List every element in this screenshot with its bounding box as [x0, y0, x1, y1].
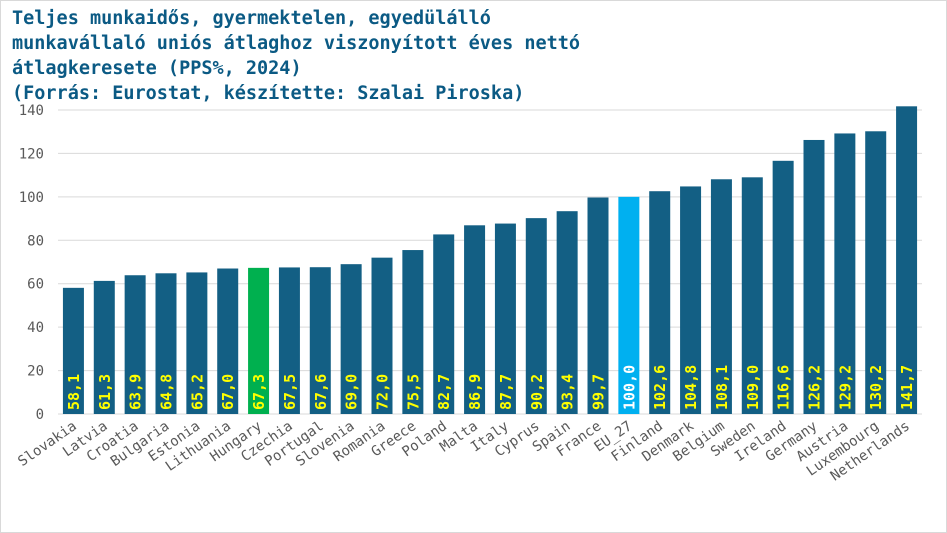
data-label: 108,1 [713, 365, 731, 410]
data-label: 102,6 [651, 365, 669, 410]
data-label: 141,7 [898, 365, 916, 410]
data-label: 109,0 [744, 365, 762, 410]
data-label: 61,3 [96, 374, 114, 410]
bar-germany [803, 139, 825, 415]
bar-estonia [186, 272, 208, 414]
bar-poland [433, 234, 455, 414]
bar-sweden [741, 177, 763, 414]
data-label: 99,7 [590, 374, 608, 410]
bar-france [587, 197, 609, 414]
data-label: 82,7 [435, 374, 453, 410]
bar-eu-27 [618, 196, 640, 414]
y-tick-label: 60 [27, 277, 44, 293]
data-label: 87,7 [497, 374, 515, 410]
y-tick-label: 100 [19, 190, 44, 206]
title-line-3: átlagkeresete (PPS%, 2024) [12, 58, 302, 79]
bar-czechia [278, 267, 300, 414]
bar-cyprus [525, 218, 547, 414]
data-label: 104,8 [682, 365, 700, 410]
bar-slovenia [340, 264, 362, 414]
x-axis: SlovakiaLatviaCroatiaBulgariaEstoniaLith… [15, 418, 913, 485]
data-label: 63,9 [127, 374, 145, 410]
bar-finland [649, 191, 671, 414]
data-label: 90,2 [528, 374, 546, 410]
bar-ireland [772, 160, 794, 414]
data-label: 100,0 [620, 365, 638, 410]
data-label: 93,4 [559, 374, 577, 410]
data-label: 75,5 [404, 374, 422, 410]
bar-greece [402, 250, 424, 414]
data-label: 67,5 [281, 374, 299, 410]
y-axis: 0 20 40 60 80 100 120 140 [19, 103, 44, 423]
bar-portugal [309, 267, 331, 414]
bars: 58,1 61,3 63,9 64,8 65,2 67,0 67,3 67,5 67,6 69,0… [62, 106, 918, 415]
bar-italy [494, 223, 516, 414]
data-label: 67,0 [219, 374, 237, 410]
data-label: 69,0 [343, 374, 361, 410]
data-label: 65,2 [188, 374, 206, 410]
bar-belgium [710, 179, 732, 414]
data-label: 130,2 [867, 365, 885, 410]
bar-slovakia [62, 287, 84, 414]
bar-austria [834, 133, 856, 415]
y-tick-label: 140 [19, 103, 44, 119]
y-tick-label: 120 [19, 146, 44, 162]
title-line-2: munkavállaló uniós átlaghoz viszonyított… [12, 33, 581, 54]
data-label: 67,6 [312, 374, 330, 410]
bar-lithuania [217, 268, 239, 414]
chart-title: Teljes munkaidős, gyermektelen, egyedülá… [12, 6, 912, 106]
bar-hungary [248, 267, 270, 414]
title-line-1: Teljes munkaidős, gyermektelen, egyedülá… [12, 8, 491, 29]
bar-spain [556, 211, 578, 414]
bar-malta [464, 225, 486, 414]
y-tick-label: 40 [27, 320, 44, 336]
data-label: 58,1 [65, 374, 83, 410]
bar-denmark [680, 186, 702, 414]
bar-netherlands [896, 106, 918, 415]
bar-bulgaria [155, 273, 177, 414]
bar-latvia [93, 280, 115, 414]
bar-romania [371, 257, 393, 414]
bar-croatia [124, 275, 146, 414]
y-tick-label: 0 [36, 407, 44, 423]
data-label: 126,2 [806, 365, 824, 410]
data-label: 67,3 [250, 374, 268, 410]
data-label: 72,0 [374, 374, 392, 410]
bar-luxembourg [865, 131, 887, 414]
y-tick-label: 80 [27, 233, 44, 249]
data-label: 116,6 [775, 365, 793, 410]
title-line-4: (Forrás: Eurostat, készítette: Szalai Pi… [12, 83, 525, 104]
data-label: 86,9 [466, 374, 484, 410]
y-tick-label: 20 [27, 364, 44, 380]
data-label: 64,8 [158, 374, 176, 410]
data-label: 129,2 [836, 365, 854, 410]
